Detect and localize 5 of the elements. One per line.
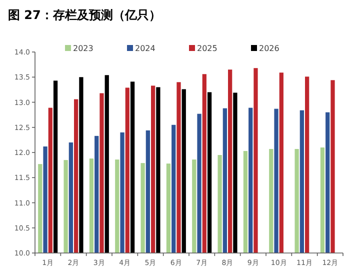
legend-label: 2023 <box>73 44 94 53</box>
chart-title: 图 27：存栏及预测（亿只） <box>8 8 161 22</box>
legend-label: 2024 <box>135 44 156 53</box>
legend-label: 2026 <box>259 44 280 53</box>
legend-label: 2025 <box>197 44 218 53</box>
